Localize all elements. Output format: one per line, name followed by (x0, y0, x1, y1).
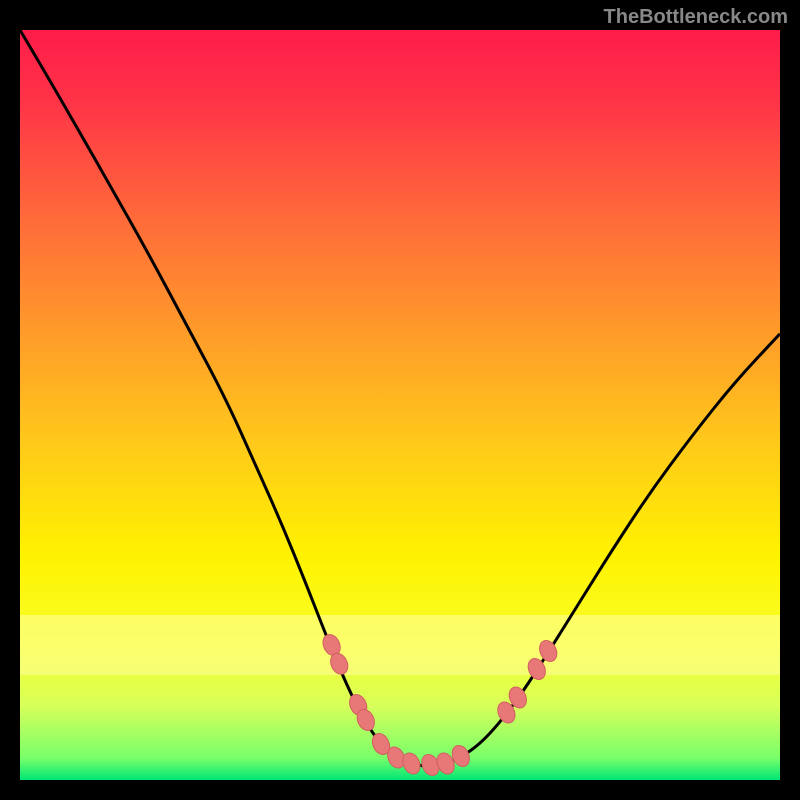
attribution-label: TheBottleneck.com (604, 6, 788, 29)
chart-highlight-band (20, 615, 780, 675)
chart-frame: TheBottleneck.com (0, 0, 800, 800)
bottleneck-chart (0, 0, 800, 800)
